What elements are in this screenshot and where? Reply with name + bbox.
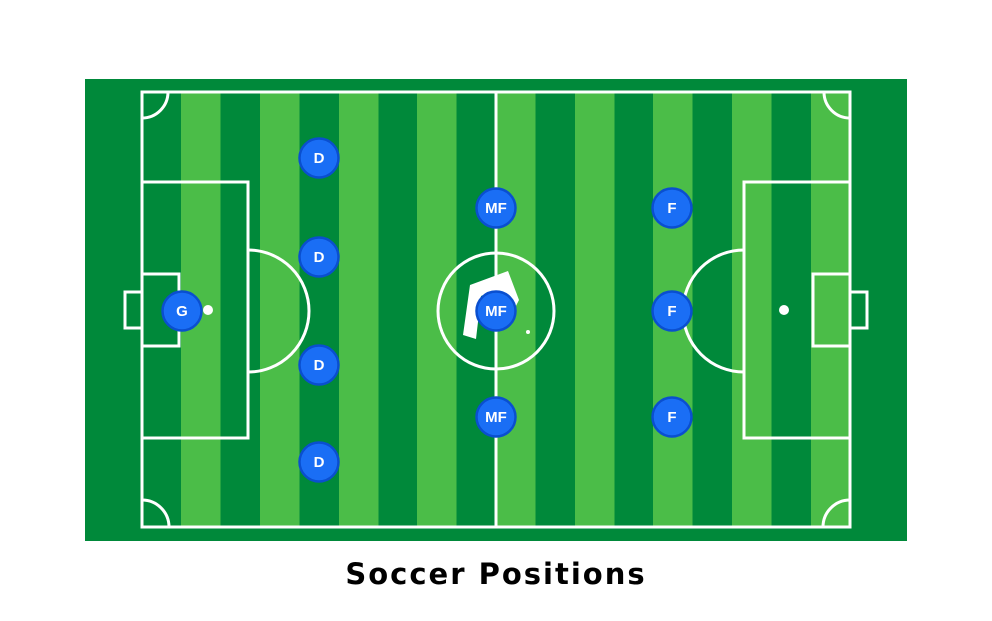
player-label: MF — [485, 200, 507, 217]
player-marker-defender: D — [298, 137, 340, 179]
right-penalty-spot — [779, 305, 789, 315]
player-circle — [298, 441, 340, 483]
player-label: D — [314, 249, 325, 266]
corner-arc-bottom-left — [141, 498, 171, 528]
player-marker-goalkeeper: G — [161, 290, 203, 332]
player-circle — [298, 137, 340, 179]
player-label: MF — [485, 409, 507, 426]
player-marker-defender: D — [298, 344, 340, 386]
player-circle — [475, 187, 517, 229]
field-markings — [123, 90, 869, 529]
player-marker-forward: F — [651, 396, 693, 438]
player-circle — [651, 187, 693, 229]
player-circle — [161, 290, 203, 332]
player-marker-midfielder: MF — [475, 396, 517, 438]
player-label: D — [314, 454, 325, 471]
player-circle — [475, 396, 517, 438]
field-stripe — [732, 92, 772, 527]
corner-arc-top-left — [141, 91, 170, 120]
player-label: F — [667, 409, 676, 426]
diagram-title: Soccer Positions — [345, 557, 647, 591]
player-label: D — [314, 150, 325, 167]
left-penalty-spot — [203, 305, 213, 315]
player-label: MF — [485, 303, 507, 320]
player-marker-midfielder: MF — [475, 290, 517, 332]
field-stripe — [339, 92, 379, 527]
player-circle — [651, 290, 693, 332]
field-stripe — [811, 92, 850, 527]
center-circle — [436, 251, 556, 371]
corner-arc-top-right — [822, 91, 851, 120]
player-label: F — [667, 200, 676, 217]
player-marker-defender: D — [298, 441, 340, 483]
player-marker-defender: D — [298, 236, 340, 278]
player-circle — [298, 344, 340, 386]
left-penalty-arc — [247, 248, 311, 374]
field-stripe — [260, 92, 300, 527]
player-marker-forward: F — [651, 187, 693, 229]
player-marker-forward: F — [651, 290, 693, 332]
player-label: G — [176, 303, 188, 320]
player-markers: G D D D D MF MF MF F F F — [161, 137, 693, 483]
player-circle — [475, 290, 517, 332]
field-stripe — [575, 92, 615, 527]
corner-arc-bottom-right — [821, 498, 851, 528]
right-goal — [848, 290, 869, 330]
player-circle — [651, 396, 693, 438]
player-marker-midfielder: MF — [475, 187, 517, 229]
left-goal — [123, 290, 144, 330]
player-label: D — [314, 357, 325, 374]
player-circle — [298, 236, 340, 278]
player-label: F — [667, 303, 676, 320]
